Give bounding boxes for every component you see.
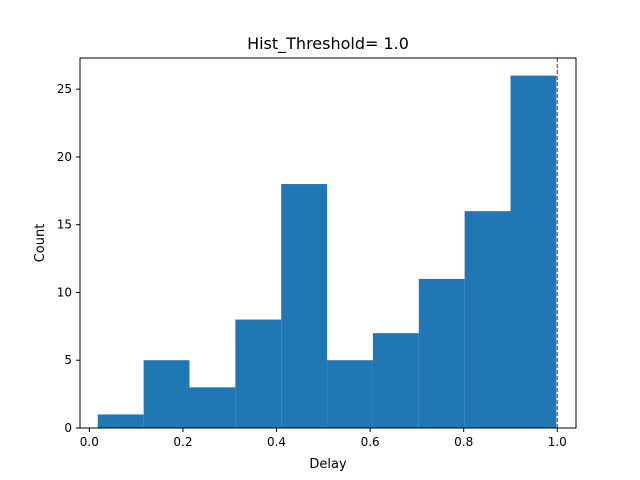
histogram-bar-3 bbox=[189, 387, 236, 428]
x-axis-ticks: 0.0 0.2 0.4 0.6 0.8 1.0 bbox=[80, 428, 567, 449]
x-axis-label: Delay bbox=[309, 457, 347, 472]
histogram-bar-2 bbox=[143, 360, 190, 428]
x-tick-label: 0.4 bbox=[267, 435, 286, 449]
histogram-bar-6 bbox=[327, 360, 373, 428]
y-tick-label: 25 bbox=[57, 82, 72, 96]
y-tick-label: 10 bbox=[57, 285, 72, 299]
y-tick-label: 0 bbox=[64, 421, 72, 435]
histogram-bar-8 bbox=[418, 278, 465, 428]
x-tick-label: 0.0 bbox=[80, 435, 99, 449]
plot-frame bbox=[79, 57, 577, 429]
histogram-bar-9 bbox=[464, 211, 511, 428]
chart-title: Hist_Threshold= 1.0 bbox=[247, 34, 409, 54]
histogram-bar-10 bbox=[510, 75, 557, 428]
histogram-bar-4 bbox=[235, 319, 282, 428]
y-axis-ticks: 0 5 10 15 20 25 bbox=[57, 82, 80, 435]
histogram-bar-7 bbox=[372, 333, 419, 428]
histogram-bar-1 bbox=[97, 414, 144, 428]
histogram-bar-5 bbox=[281, 184, 328, 428]
y-tick-label: 5 bbox=[64, 353, 72, 367]
x-tick-label: 0.2 bbox=[173, 435, 192, 449]
y-tick-label: 15 bbox=[57, 218, 72, 232]
y-axis-label: Count bbox=[33, 224, 48, 263]
bars-group bbox=[97, 75, 557, 428]
x-tick-label: 1.0 bbox=[548, 435, 567, 449]
y-tick-label: 20 bbox=[57, 150, 72, 164]
x-tick-label: 0.6 bbox=[361, 435, 380, 449]
x-tick-label: 0.8 bbox=[454, 435, 473, 449]
